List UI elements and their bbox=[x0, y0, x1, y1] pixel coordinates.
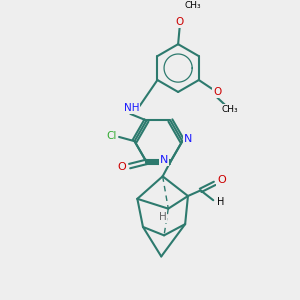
Text: N: N bbox=[160, 154, 168, 165]
Text: N: N bbox=[184, 134, 193, 144]
Text: H: H bbox=[159, 212, 167, 222]
Text: O: O bbox=[213, 87, 221, 97]
Text: O: O bbox=[117, 163, 126, 172]
Text: O: O bbox=[176, 17, 184, 27]
Text: H: H bbox=[218, 197, 225, 208]
Text: O: O bbox=[217, 175, 226, 185]
Text: CH₃: CH₃ bbox=[222, 105, 238, 114]
Text: Cl: Cl bbox=[107, 130, 117, 141]
Text: H: H bbox=[216, 200, 224, 210]
Text: CH₃: CH₃ bbox=[184, 1, 201, 10]
Text: NH: NH bbox=[124, 103, 140, 113]
